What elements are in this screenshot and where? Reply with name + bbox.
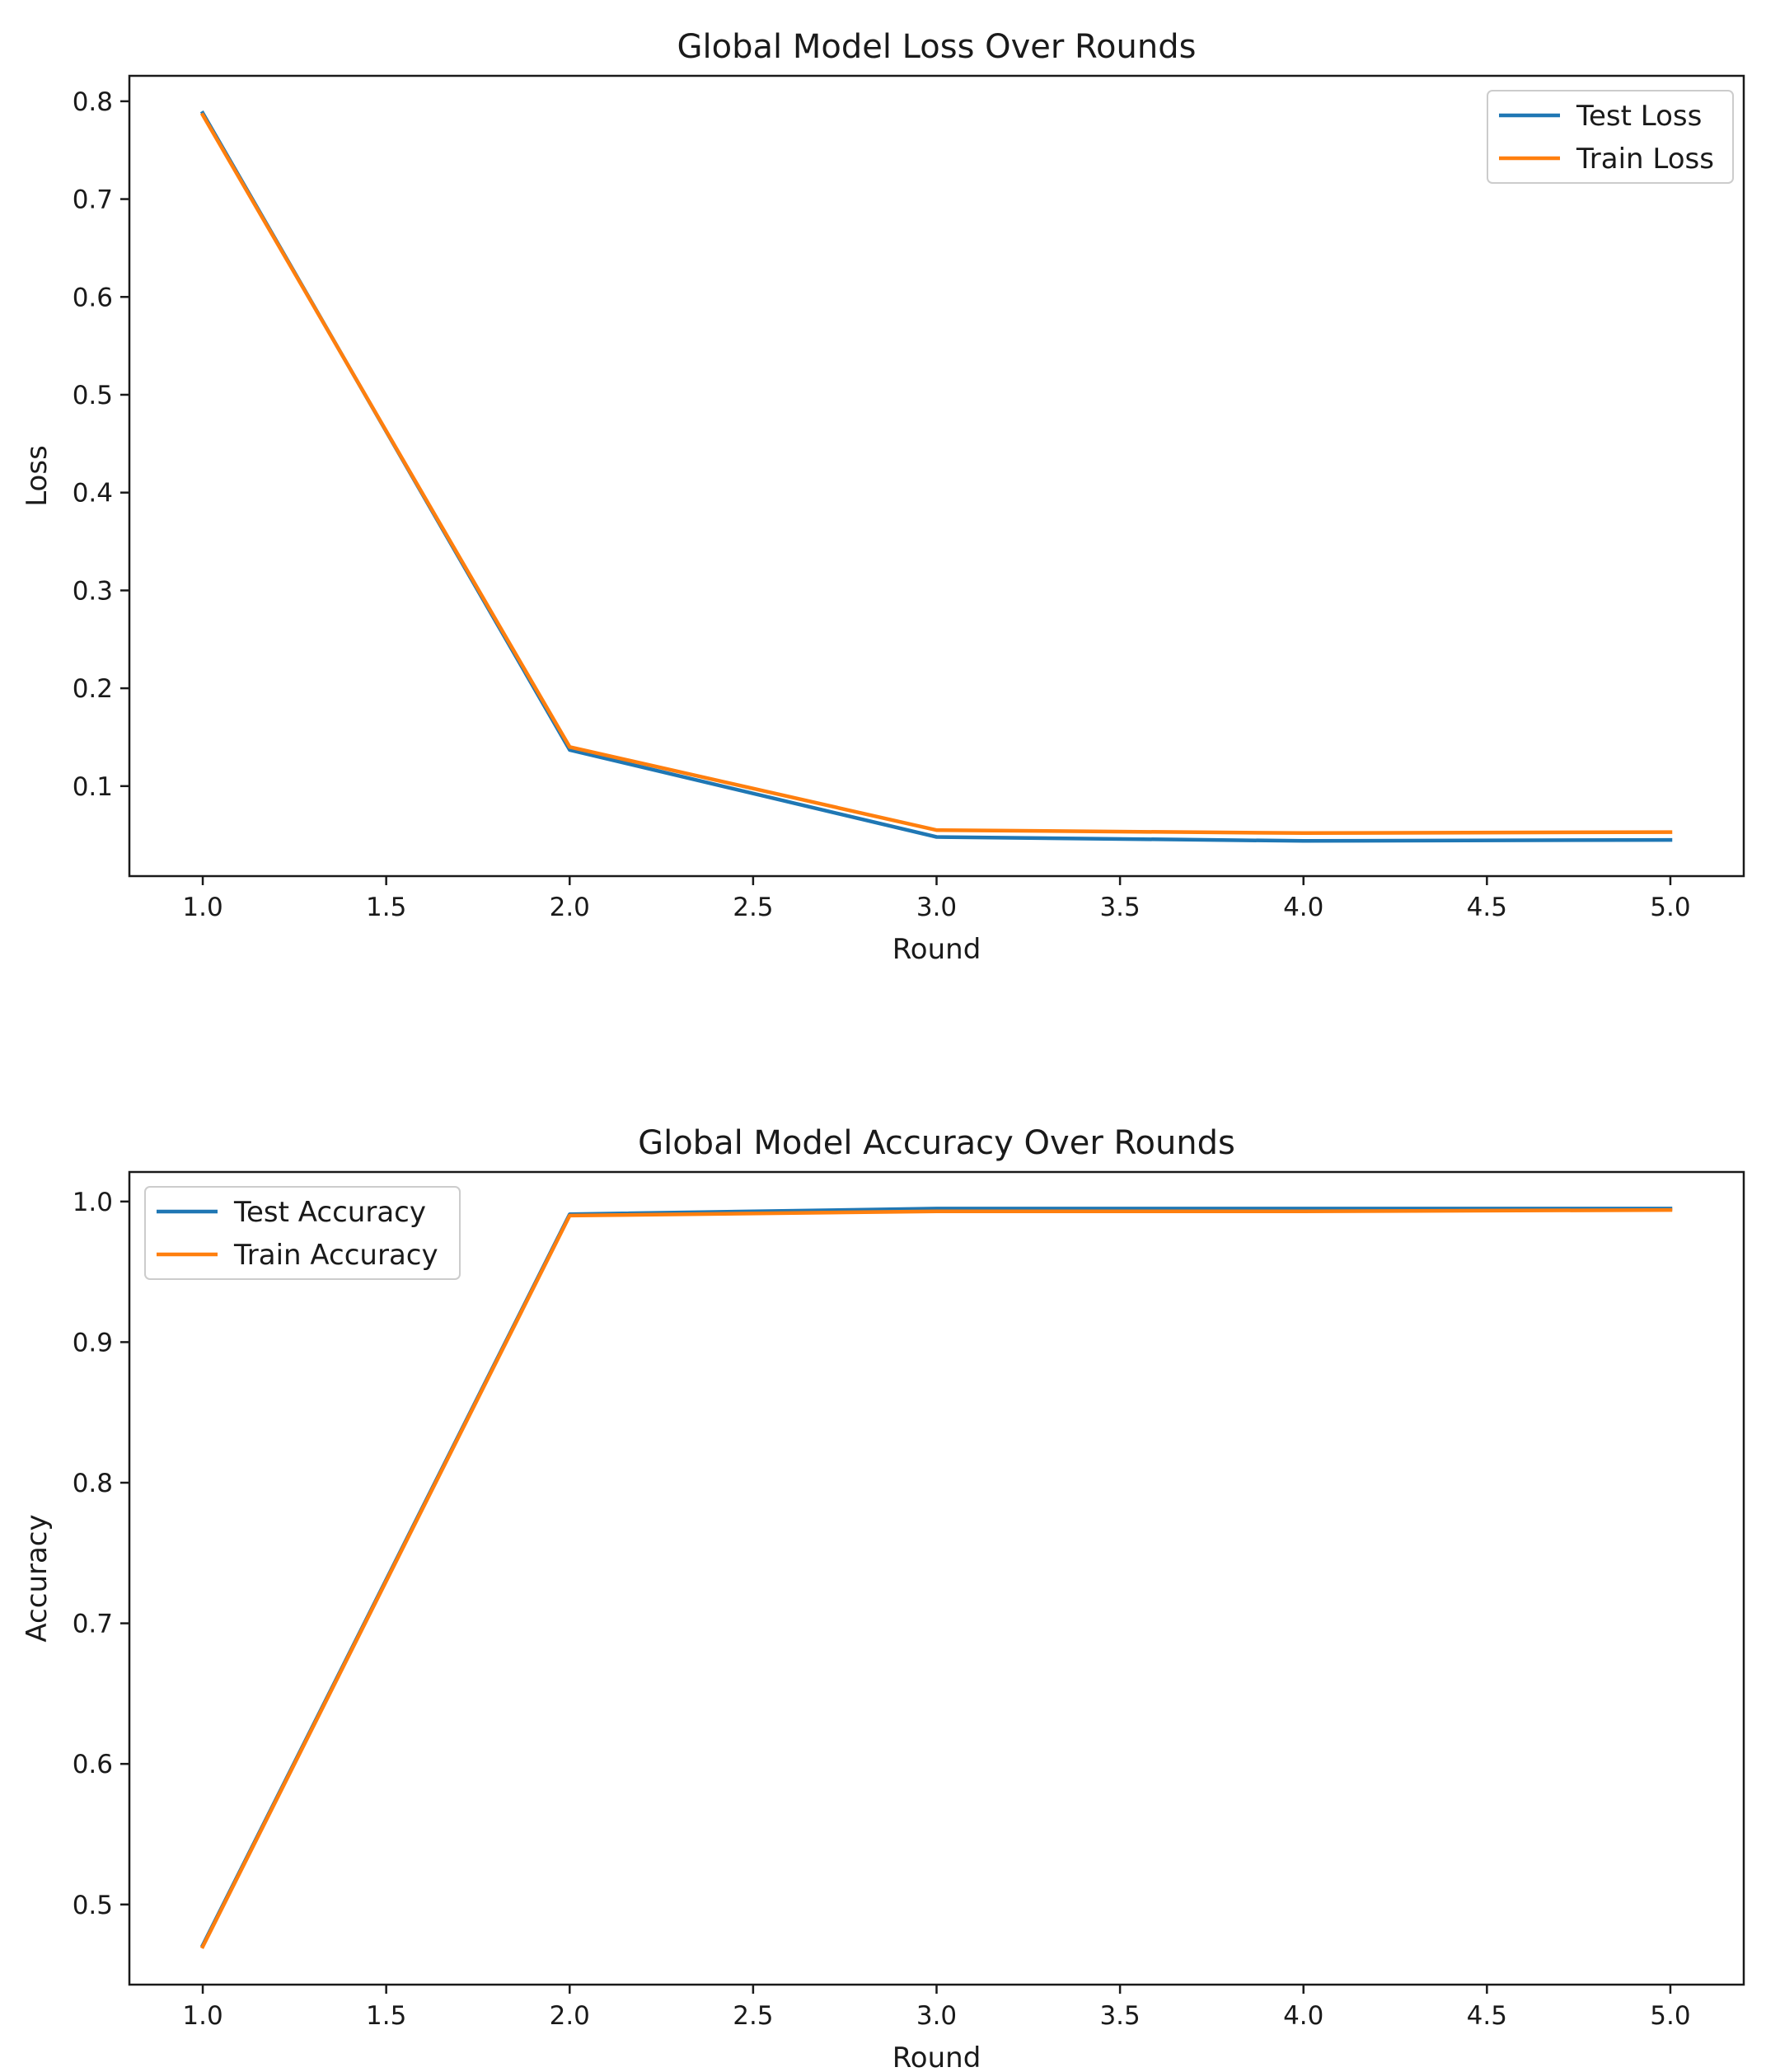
x-tick-label: 2.0	[550, 2001, 590, 2031]
series-line-train	[199, 1207, 1673, 1949]
y-tick-label: 0.2	[73, 674, 113, 704]
series-line-test	[199, 110, 1673, 843]
x-tick-label: 1.0	[182, 2001, 223, 2031]
legend: Test Accuracy Train Accuracy	[144, 1186, 461, 1280]
x-tick-label: 3.0	[916, 893, 957, 922]
y-tick-label: 0.5	[73, 1891, 113, 1920]
x-axis-label: Round	[892, 933, 981, 966]
series-line-test	[199, 1207, 1673, 1948]
legend-label-test: Test Accuracy	[233, 1196, 426, 1229]
x-tick-label: 4.0	[1283, 893, 1323, 922]
x-tick-label: 5.0	[1650, 2001, 1690, 2031]
y-tick-label: 0.1	[73, 772, 113, 802]
x-tick-label: 2.0	[550, 893, 590, 922]
x-tick-label: 3.0	[916, 2001, 957, 2031]
legend-label-train: Train Accuracy	[233, 1239, 438, 1272]
x-tick-label: 5.0	[1650, 893, 1690, 922]
x-tick-label: 1.5	[366, 2001, 406, 2031]
series-line-train	[199, 112, 1673, 836]
y-tick-label: 0.3	[73, 576, 113, 606]
accuracy-chart: Global Model Accuracy Over Rounds 1.0 1.5 2…	[21, 1124, 1745, 2072]
x-axis-label: Round	[892, 2042, 981, 2072]
x-tick-label: 1.5	[366, 893, 406, 922]
x-tick-label: 3.5	[1099, 2001, 1140, 2031]
y-tick-label: 0.7	[73, 1610, 113, 1639]
y-tick-label: 0.8	[73, 1469, 113, 1498]
legend-box	[144, 1186, 461, 1280]
chart-title: Global Model Loss Over Rounds	[677, 28, 1197, 66]
y-tick-label: 0.6	[73, 1750, 113, 1779]
y-tick-label: 0.4	[73, 479, 113, 509]
loss-chart: Global Model Loss Over Rounds 1.0 1.5 2.0 2.…	[21, 28, 1745, 966]
x-tick-label: 4.0	[1283, 2001, 1323, 2031]
y-tick-label: 0.7	[73, 185, 113, 215]
y-tick-label: 0.5	[73, 381, 113, 410]
x-tick-label: 3.5	[1099, 893, 1140, 922]
y-tick-label: 1.0	[73, 1188, 113, 1217]
legend-label-test: Test Loss	[1576, 100, 1702, 133]
plot-frame	[128, 74, 1745, 878]
y-tick-label: 0.6	[73, 283, 113, 312]
y-tick-label: 0.8	[73, 87, 113, 117]
legend: Test Loss Train Loss	[1487, 90, 1734, 184]
y-axis-label: Accuracy	[21, 1514, 54, 1642]
x-tick-label: 2.5	[733, 2001, 773, 2031]
y-axis-label: Loss	[21, 445, 54, 507]
x-tick-label: 1.0	[182, 893, 223, 922]
plot-frame	[128, 1170, 1745, 1986]
x-tick-label: 4.5	[1467, 2001, 1507, 2031]
legend-label-train: Train Loss	[1576, 143, 1714, 176]
chart-title: Global Model Accuracy Over Rounds	[638, 1124, 1235, 1162]
y-tick-label: 0.9	[73, 1328, 113, 1357]
x-tick-label: 2.5	[733, 893, 773, 922]
x-tick-label: 4.5	[1467, 893, 1507, 922]
